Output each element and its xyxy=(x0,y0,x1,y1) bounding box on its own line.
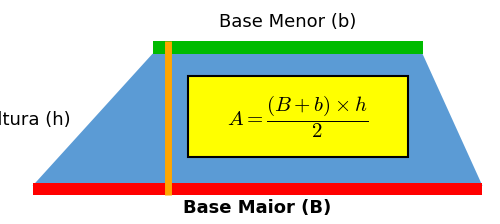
Text: Altura (h): Altura (h) xyxy=(0,111,70,129)
Text: $A = \dfrac{(B + b) \times h}{2}$: $A = \dfrac{(B + b) \times h}{2}$ xyxy=(227,93,368,140)
Text: Base Maior (B): Base Maior (B) xyxy=(184,199,332,217)
Bar xyxy=(32,183,482,195)
Bar xyxy=(188,76,408,157)
Text: Base Menor (b): Base Menor (b) xyxy=(219,13,356,31)
Bar xyxy=(152,41,422,54)
Polygon shape xyxy=(32,54,482,186)
